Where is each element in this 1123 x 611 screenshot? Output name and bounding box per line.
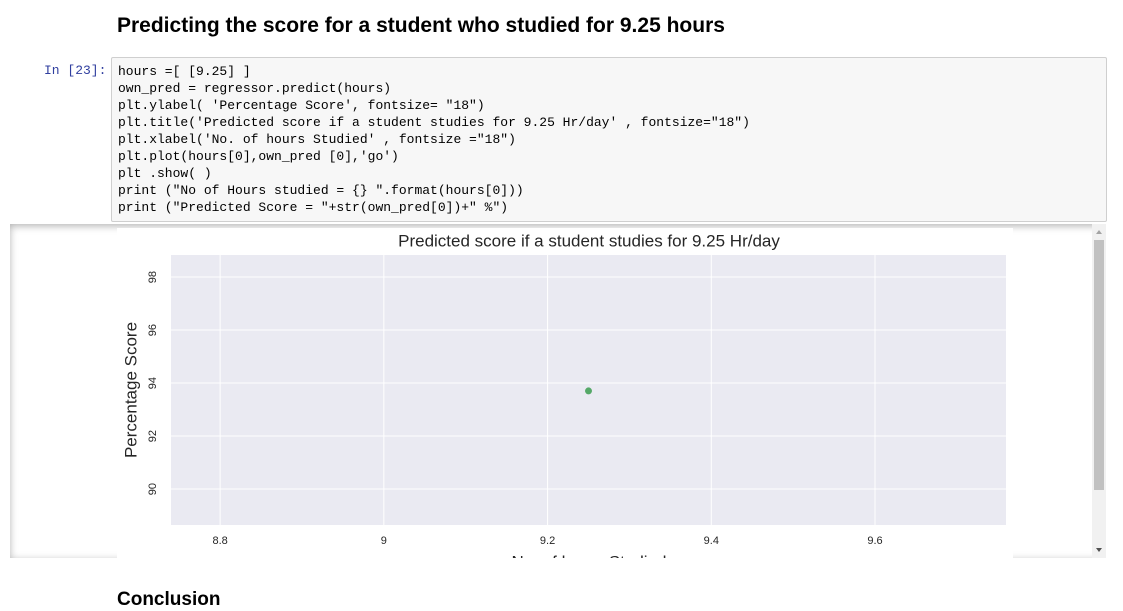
y-tick-label: 92 <box>147 430 159 442</box>
output-area: Predicted score if a student studies for… <box>10 224 1106 558</box>
y-tick-label: 96 <box>147 324 159 336</box>
code-cell[interactable]: hours =[ [9.25] ] own_pred = regressor.pr… <box>111 57 1107 222</box>
x-tick-label: 9 <box>381 535 387 547</box>
chart: Predicted score if a student studies for… <box>117 228 1013 558</box>
y-tick-label: 98 <box>147 271 159 283</box>
code-line: plt.plot(hours[0],own_pred [0],'go') <box>118 149 399 164</box>
input-prompt: In [23]: <box>44 63 107 78</box>
y-tick-label: 90 <box>147 483 159 495</box>
code-line: plt.xlabel('No. of hours Studied' , font… <box>118 132 516 147</box>
data-point <box>585 387 592 395</box>
scroll-thumb[interactable] <box>1094 240 1104 490</box>
code-line: plt.ylabel( 'Percentage Score', fontsize… <box>118 98 485 113</box>
chart-title: Predicted score if a student studies for… <box>398 231 780 250</box>
y-tick-label: 94 <box>147 377 159 389</box>
section-heading: Predicting the score for a student who s… <box>117 14 725 37</box>
code-line: print ("No of Hours studied = {} ".forma… <box>118 183 524 198</box>
code-line: plt.title('Predicted score if a student … <box>118 115 750 130</box>
x-tick-label: 9.6 <box>867 535 882 547</box>
code-line: plt .show( ) <box>118 166 212 181</box>
scroll-arrows <box>1096 230 1102 552</box>
x-tick-label: 9.4 <box>704 535 719 547</box>
code-line: own_pred = regressor.predict(hours) <box>118 81 392 96</box>
code-line: print ("Predicted Score = "+str(own_pred… <box>118 200 509 215</box>
section-heading: Conclusion <box>117 589 221 610</box>
x-axis-label: No. of hours Studied <box>512 552 667 558</box>
y-axis-label: Percentage Score <box>121 322 140 458</box>
x-tick-label: 8.8 <box>212 535 227 547</box>
scrollbar[interactable] <box>1092 224 1106 558</box>
x-tick-label: 9.2 <box>540 535 555 547</box>
code-line: hours =[ [9.25] ] <box>118 64 251 79</box>
